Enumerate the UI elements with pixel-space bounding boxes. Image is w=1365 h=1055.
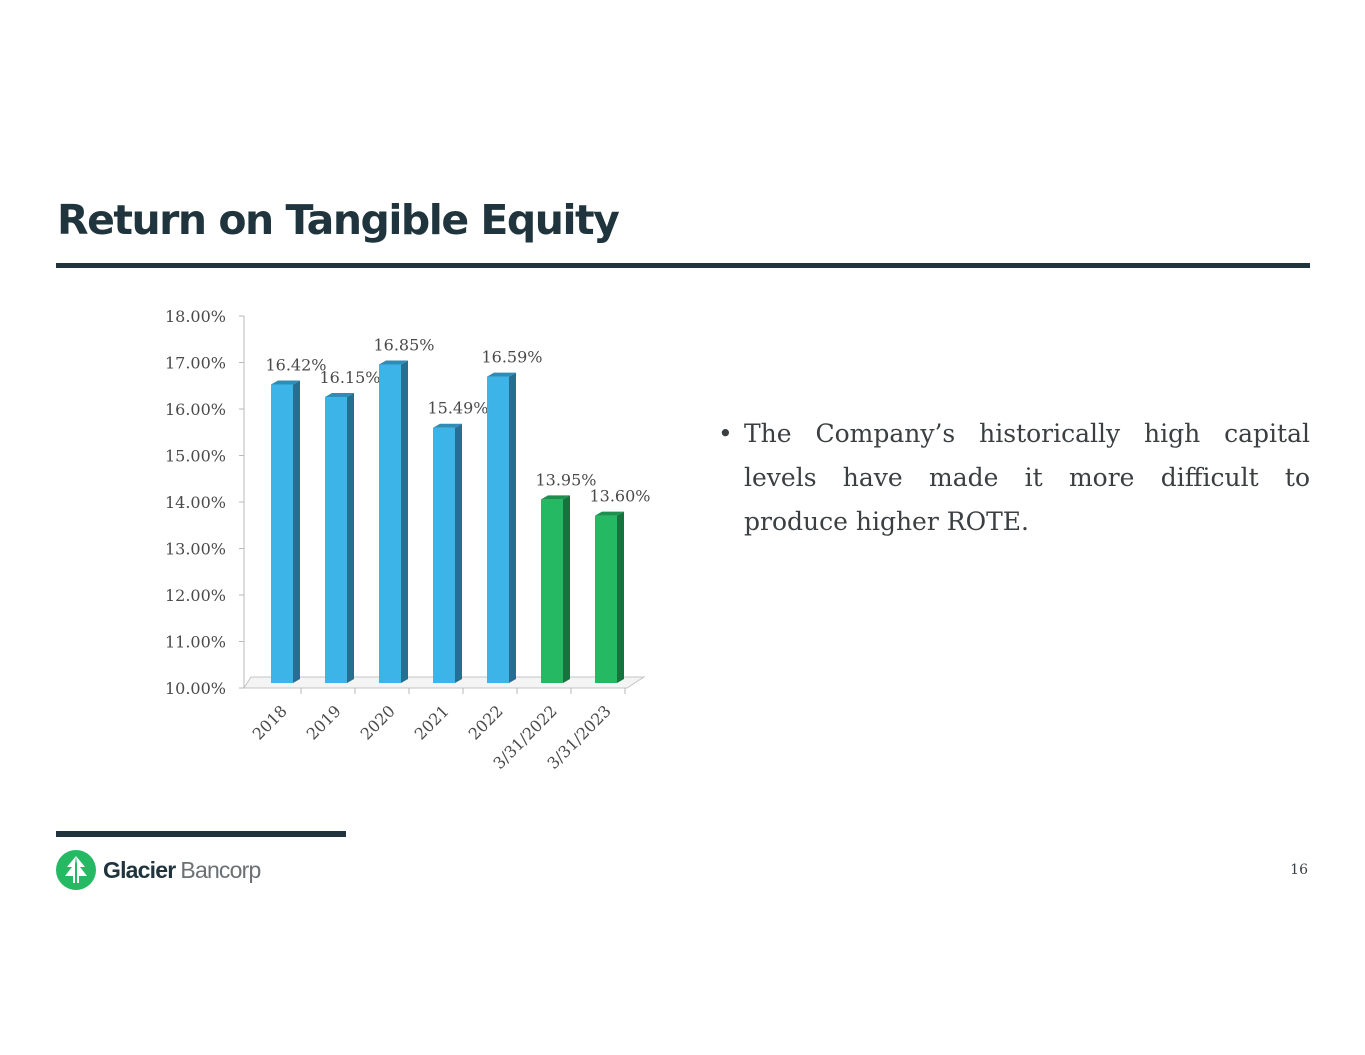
bar-top	[487, 372, 516, 377]
x-tick-label: 2022	[465, 701, 507, 743]
y-tick-label: 10.00%	[165, 679, 226, 698]
y-tick-label: 11.00%	[165, 633, 226, 652]
bar	[433, 427, 455, 683]
y-tick-label: 13.00%	[165, 540, 226, 559]
bar-top	[379, 360, 408, 365]
x-tick-label: 2018	[249, 701, 291, 743]
y-tick-label: 12.00%	[165, 586, 226, 605]
y-tick-label: 17.00%	[165, 354, 226, 373]
bar-top	[271, 380, 300, 385]
y-tick-label: 14.00%	[165, 493, 226, 512]
x-tick-label: 2019	[303, 701, 345, 743]
bar-side	[293, 380, 300, 683]
title-divider	[56, 263, 1310, 268]
x-tick-label: 2020	[357, 701, 399, 743]
bar-top	[595, 511, 624, 516]
brand-name-strong: Glacier	[103, 856, 176, 883]
bar	[325, 397, 347, 683]
bar	[487, 376, 509, 683]
bar	[271, 384, 293, 683]
rote-bar-chart: 10.00% 11.00% 12.00% 13.00% 14.00% 15.00% 16.0…	[165, 307, 651, 773]
brand-name-light: Bancorp	[180, 856, 261, 883]
data-label: 16.85%	[373, 335, 434, 354]
bar-side	[617, 511, 624, 683]
slide-title: Return on Tangible Equity	[57, 196, 620, 244]
page-number: 16	[1290, 862, 1308, 878]
data-label: 13.95%	[535, 470, 596, 489]
y-tick-label: 15.00%	[165, 447, 226, 466]
bullet-dot-icon: •	[718, 419, 733, 448]
bar-side	[401, 360, 408, 683]
data-label: 16.15%	[319, 368, 380, 387]
company-logo: Glacier Bancorp	[56, 850, 261, 890]
bullet-item: • The Company’s historically high capita…	[718, 412, 1310, 544]
data-label: 15.49%	[427, 399, 488, 418]
bar	[541, 499, 563, 683]
x-tick-label: 2021	[411, 701, 453, 743]
bar-top	[433, 423, 462, 428]
bar	[595, 515, 617, 683]
bar-top	[325, 393, 354, 398]
y-tick-label: 18.00%	[165, 307, 226, 326]
brand-name: Glacier Bancorp	[103, 856, 261, 884]
data-label: 13.60%	[589, 487, 650, 506]
bullet-text: The Company’s historically high capital …	[744, 419, 1310, 536]
tree-icon	[56, 850, 96, 890]
y-tick-label: 16.00%	[165, 400, 226, 419]
footer-divider	[56, 831, 346, 837]
bar	[379, 364, 401, 683]
bar-side	[455, 423, 462, 683]
data-label: 16.42%	[265, 355, 326, 374]
bar-top	[541, 495, 570, 500]
bar-side	[509, 372, 516, 683]
bar-side	[563, 495, 570, 683]
data-label: 16.59%	[481, 348, 542, 367]
bullet-list: • The Company’s historically high capita…	[718, 412, 1310, 544]
bar-side	[347, 393, 354, 683]
